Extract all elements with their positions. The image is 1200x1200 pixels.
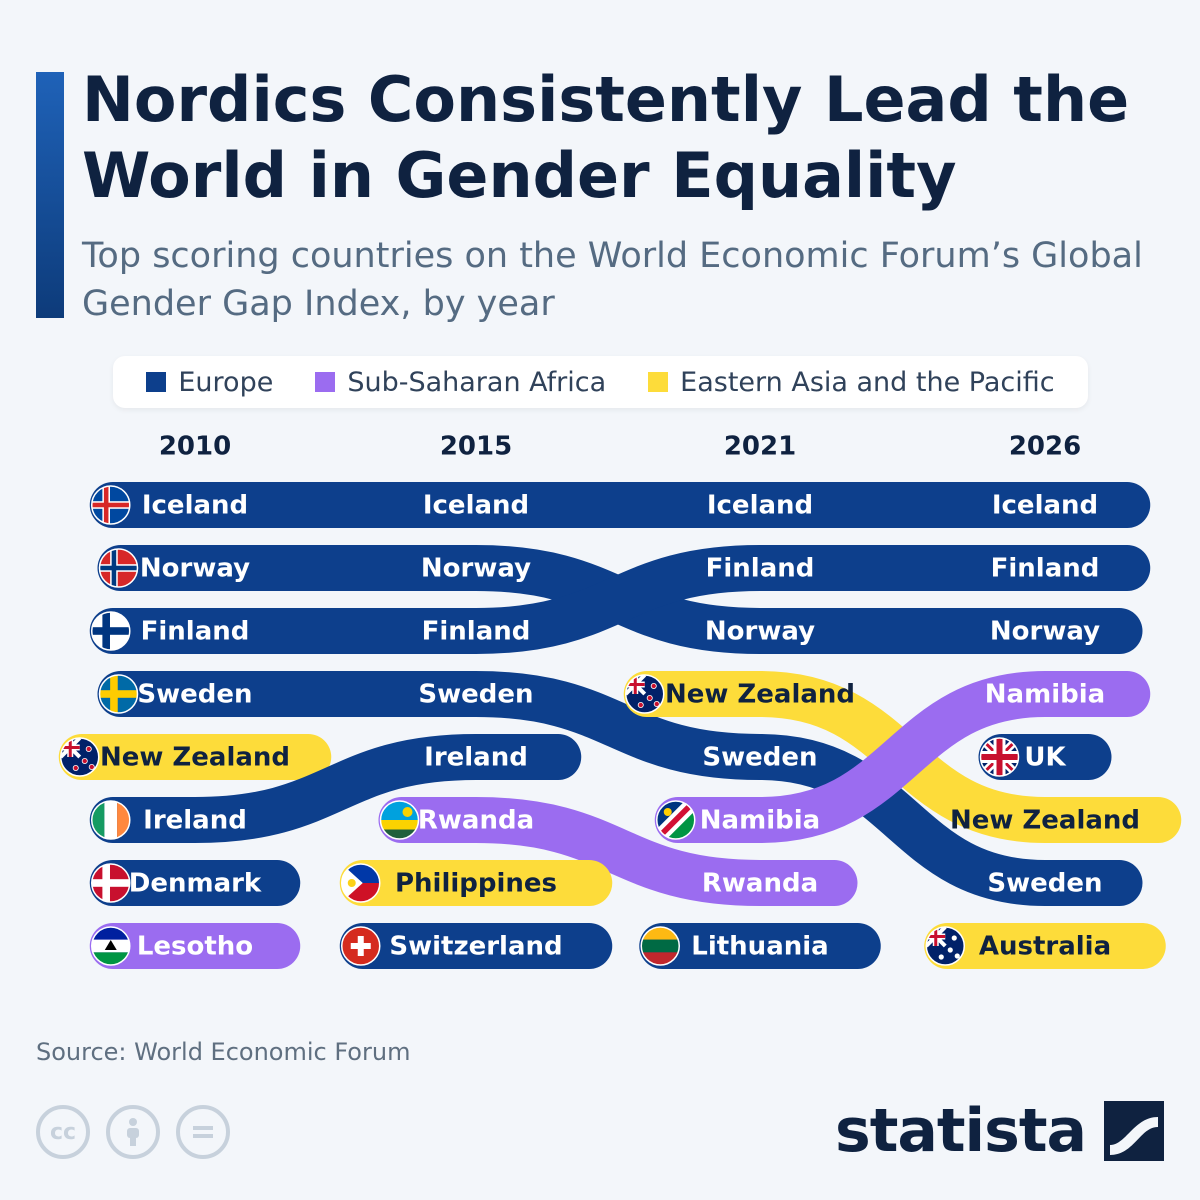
finland-flag-icon — [91, 611, 131, 651]
ribbon-namibia-12 — [654, 671, 1151, 843]
label-sweden-2026: Sweden — [987, 869, 1102, 899]
label-iceland-2021: Iceland — [707, 491, 813, 521]
license-icons: cc — [36, 1105, 230, 1159]
label-sweden-2010: Sweden — [137, 680, 252, 710]
denmark-flag-icon — [91, 863, 131, 903]
label-new-zealand-2026: New Zealand — [950, 806, 1140, 836]
label-namibia-2026: Namibia — [985, 680, 1105, 710]
uk-flag-icon — [979, 737, 1020, 777]
label-norway-2015: Norway — [421, 554, 531, 584]
label-sweden-2021: Sweden — [702, 743, 817, 773]
new-zealand-flag-icon — [60, 737, 100, 777]
legend-swatch-sub-saharan-africa — [315, 372, 336, 392]
labels: Iceland Iceland Iceland Iceland Norway Norway… — [60, 485, 1140, 966]
label-ireland-2015: Ireland — [424, 743, 528, 773]
ribbon-rwanda-9 — [378, 797, 858, 906]
label-lesotho-2010: Lesotho — [137, 932, 253, 962]
norway-flag-icon — [98, 548, 139, 588]
label-norway-2021: Norway — [705, 617, 815, 647]
lithuania-flag-icon — [640, 926, 680, 966]
label-australia-2026: Australia — [979, 932, 1111, 962]
legend-item-eastern-asia-pacific: Eastern Asia and the Pacific — [648, 366, 1055, 398]
ribbon-ireland-6 — [89, 734, 582, 843]
statista-logo[interactable]: statista — [835, 1096, 1164, 1166]
label-norway-2010: Norway — [140, 554, 250, 584]
label-sweden-2015: Sweden — [418, 680, 533, 710]
switzerland-flag-icon — [341, 926, 381, 966]
label-denmark-2010: Denmark — [129, 869, 262, 899]
legend-label-europe: Europe — [178, 366, 274, 398]
australia-flag-icon — [925, 926, 965, 966]
year-header-2021: 2021 — [724, 432, 796, 462]
label-rwanda-2021: Rwanda — [702, 869, 818, 899]
philippines-flag-icon — [341, 863, 381, 903]
legend-label-eastern-asia-pacific: Eastern Asia and the Pacific — [680, 366, 1055, 398]
ribbon-finland-2 — [89, 545, 1151, 654]
legend-item-sub-saharan-africa: Sub-Saharan Africa — [315, 367, 606, 398]
source-note: Source: World Economic Forum — [36, 1038, 411, 1066]
no-derivatives-icon[interactable] — [176, 1105, 230, 1159]
chart-title: Nordics Consistently Lead the World in G… — [82, 63, 1130, 212]
cc-icon[interactable]: cc — [36, 1105, 90, 1159]
label-rwanda-2015: Rwanda — [418, 806, 534, 836]
new-zealand-flag-icon — [625, 674, 665, 714]
label-lithuania-2021: Lithuania — [691, 932, 828, 962]
label-iceland-2010: Iceland — [142, 491, 248, 521]
label-finland-2015: Finland — [422, 617, 531, 647]
legend-item-europe: Europe — [146, 367, 273, 398]
statista-wordmark: statista — [834, 1096, 1087, 1166]
namibia-flag-icon — [656, 800, 696, 840]
year-header-2015: 2015 — [440, 432, 512, 462]
chart-subtitle: Top scoring countries on the World Econo… — [82, 236, 1143, 324]
label-namibia-2021: Namibia — [700, 806, 820, 836]
statista-mark-icon — [1104, 1101, 1164, 1161]
legend-swatch-europe — [146, 372, 167, 392]
ribbon-sweden-3 — [97, 671, 1143, 906]
legend-label-sub-saharan-africa: Sub-Saharan Africa — [347, 366, 607, 398]
label-iceland-2015: Iceland — [423, 491, 529, 521]
year-header-2026: 2026 — [1009, 432, 1081, 462]
label-ireland-2010: Ireland — [143, 806, 247, 836]
label-norway-2026: Norway — [990, 617, 1100, 647]
label-switzerland-2015: Switzerland — [389, 932, 562, 962]
sweden-flag-icon — [98, 674, 139, 714]
legend-swatch-eastern-asia-pacific — [648, 372, 669, 392]
ireland-flag-icon — [91, 800, 131, 840]
title-accent-bar — [36, 72, 64, 318]
label-finland-2021: Finland — [706, 554, 815, 584]
label-finland-2026: Finland — [991, 554, 1100, 584]
year-header-2010: 2010 — [159, 432, 231, 462]
legend: Europe Sub-Saharan Africa Eastern Asia a… — [113, 356, 1088, 408]
label-new-zealand-2021: New Zealand — [665, 680, 855, 710]
label-iceland-2026: Iceland — [992, 491, 1098, 521]
label-philippines-2015: Philippines — [395, 869, 557, 899]
iceland-flag-icon — [91, 485, 131, 525]
label-new-zealand-2010: New Zealand — [100, 743, 290, 773]
label-uk-2026: UK — [1024, 743, 1066, 773]
attribution-icon[interactable] — [106, 1105, 160, 1159]
label-finland-2010: Finland — [141, 617, 250, 647]
ribbons — [58, 482, 1182, 969]
lesotho-flag-icon — [91, 926, 131, 966]
rwanda-flag-icon — [379, 800, 420, 840]
